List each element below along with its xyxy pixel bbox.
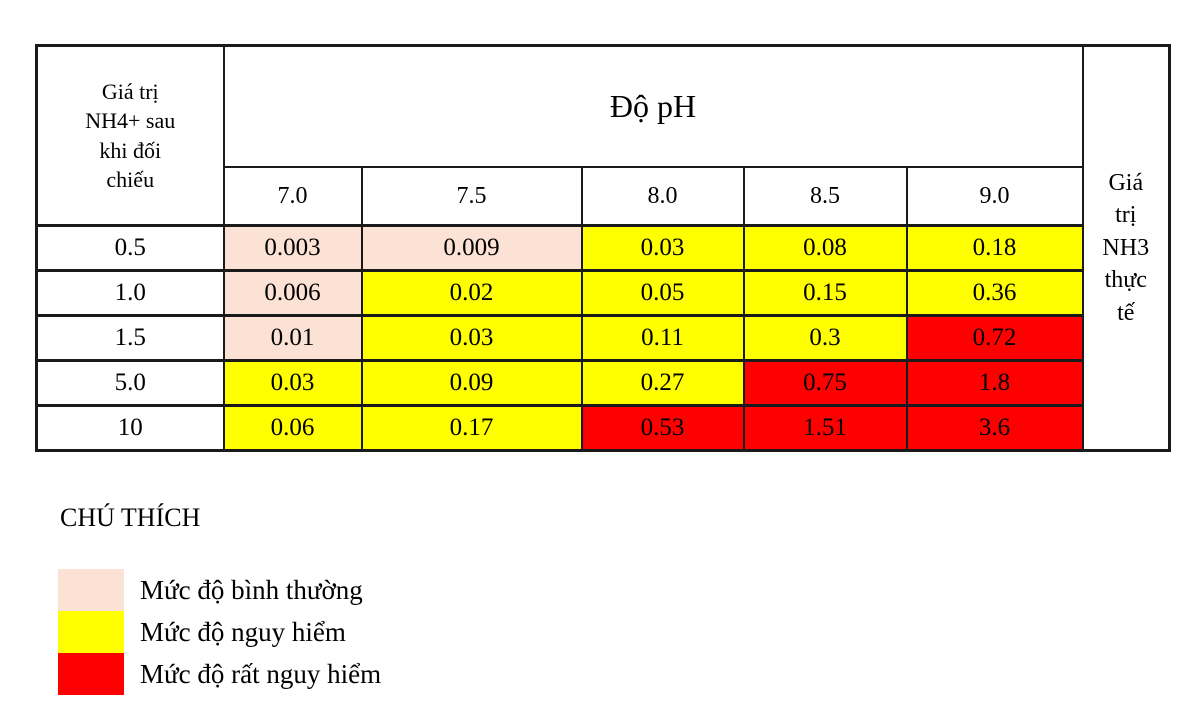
header-row-top: Giá trị NH4+ sau khi đối chiếu Độ pH Giá… [35, 44, 1171, 452]
ph-col-7.5: 7.5 [360, 166, 583, 227]
table-row: 10 0.06 0.17 0.53 1.51 3.6 [35, 404, 1170, 452]
nh3-value-cell: 0.06 [222, 404, 363, 452]
nh4-row-label: 0.5 [35, 224, 225, 272]
normal-level-swatch [58, 569, 124, 611]
table-row: 1.0 0.006 0.02 0.05 0.15 0.36 [35, 269, 1170, 317]
row-axis-header: Giá trị NH4+ sau khi đối chiếu [35, 44, 225, 227]
nh3-value-cell: 3.6 [905, 404, 1084, 452]
danger-level-swatch [58, 611, 124, 653]
table-row: 5.0 0.03 0.09 0.27 0.75 1.8 [35, 359, 1170, 407]
nh3-value-cell: 0.009 [360, 224, 583, 272]
ph-col-7.0: 7.0 [222, 166, 363, 227]
nh3-value-cell: 0.01 [222, 314, 363, 362]
nh3-value-cell: 0.03 [580, 224, 745, 272]
ph-col-8.0: 8.0 [580, 166, 745, 227]
nh3-value-cell: 0.03 [222, 359, 363, 407]
table-row: 0.5 0.003 0.009 0.03 0.08 0.18 [35, 224, 1170, 272]
nh4-row-label: 1.5 [35, 314, 225, 362]
nh3-value-cell: 0.11 [580, 314, 745, 362]
very-danger-level-swatch [58, 653, 124, 695]
legend-item-label: Mức độ bình thường [140, 575, 363, 605]
nh3-value-cell: 0.05 [580, 269, 745, 317]
nh3-value-cell: 0.53 [580, 404, 745, 452]
legend-item-danger: Mức độ nguy hiểm [58, 611, 381, 653]
nh3-value-cell: 0.17 [360, 404, 583, 452]
ph-axis-header: Độ pH [222, 44, 1084, 168]
nh3-value-cell: 0.75 [742, 359, 908, 407]
nh3-value-cell: 0.09 [360, 359, 583, 407]
ph-col-9.0: 9.0 [905, 166, 1084, 227]
header-row-ph-values: 7.0 7.5 8.0 8.5 9.0 [37, 166, 1170, 227]
nh3-value-cell: 0.03 [360, 314, 583, 362]
nh3-value-cell: 0.36 [905, 269, 1084, 317]
nh3-axis-header: Giá trị NH3 thực tế [1081, 44, 1171, 452]
nh3-value-cell: 1.51 [742, 404, 908, 452]
nh3-value-cell: 0.02 [360, 269, 583, 317]
nh3-value-cell: 0.27 [580, 359, 745, 407]
legend: CHÚ THÍCH Mức độ bình thường Mức độ nguy… [58, 503, 381, 695]
nh3-value-cell: 1.8 [905, 359, 1084, 407]
nh3-lookup-table: Giá trị NH4+ sau khi đối chiếu Độ pH Giá… [35, 44, 1172, 452]
nh3-value-cell: 0.08 [742, 224, 908, 272]
nh4-row-label: 5.0 [35, 359, 225, 407]
nh3-value-cell: 0.15 [742, 269, 908, 317]
nh3-value-cell: 0.3 [742, 314, 908, 362]
table-row: 1.5 0.01 0.03 0.11 0.3 0.72 [35, 314, 1170, 362]
nh3-value-cell: 0.006 [222, 269, 363, 317]
ph-col-8.5: 8.5 [742, 166, 908, 227]
legend-title: CHÚ THÍCH [60, 503, 201, 532]
legend-item-label: Mức độ rất nguy hiểm [140, 659, 382, 689]
nh3-value-cell: 0.18 [905, 224, 1084, 272]
nh3-value-cell: 0.003 [222, 224, 363, 272]
legend-item-label: Mức độ nguy hiểm [140, 617, 346, 647]
legend-item-very-danger: Mức độ rất nguy hiểm [58, 653, 381, 695]
nh3-value-cell: 0.72 [905, 314, 1084, 362]
nh4-row-label: 10 [35, 404, 225, 452]
legend-item-normal: Mức độ bình thường [58, 569, 381, 611]
nh4-row-label: 1.0 [35, 269, 225, 317]
